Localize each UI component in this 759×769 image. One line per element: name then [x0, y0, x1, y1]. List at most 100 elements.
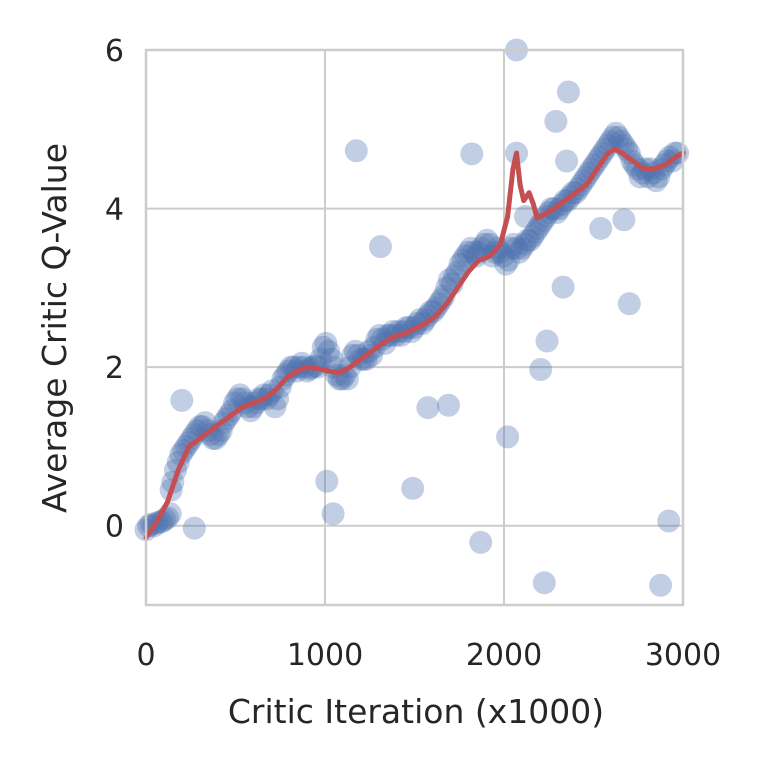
data-point — [507, 240, 531, 264]
data-point — [604, 121, 628, 145]
data-point — [496, 425, 520, 449]
data-point — [150, 510, 174, 534]
data-point — [545, 201, 569, 224]
data-point — [591, 141, 614, 165]
data-point — [513, 232, 537, 256]
data-point — [295, 359, 319, 383]
data-point — [529, 358, 553, 381]
data-point — [459, 236, 483, 260]
data-point — [580, 157, 604, 181]
data-point — [601, 125, 625, 149]
data-point — [572, 169, 596, 193]
plot-frame — [144, 48, 685, 607]
data-point — [488, 240, 512, 264]
data-point — [494, 252, 518, 276]
trend-line — [143, 146, 686, 541]
data-point — [346, 343, 370, 367]
data-point — [344, 139, 368, 163]
data-point — [535, 329, 559, 353]
data-point — [454, 244, 477, 268]
data-point — [502, 232, 526, 256]
data-point — [314, 331, 338, 355]
data-point — [532, 571, 556, 595]
data-point — [424, 296, 448, 320]
data-point — [607, 125, 631, 149]
data-point — [523, 220, 547, 244]
data-point — [311, 335, 335, 359]
data-point — [518, 228, 542, 252]
data-point — [228, 383, 252, 407]
data-point — [309, 347, 332, 371]
data-point — [663, 141, 687, 165]
data-point — [470, 236, 494, 260]
data-point — [416, 304, 440, 328]
data-point — [421, 300, 445, 324]
data-point — [469, 530, 493, 554]
data-point — [526, 216, 550, 240]
data-point — [416, 396, 440, 420]
data-point — [644, 169, 668, 193]
data-point — [177, 431, 201, 454]
data-point — [319, 347, 343, 371]
data-point — [170, 388, 194, 412]
data-point — [574, 165, 598, 189]
data-point — [521, 224, 545, 248]
x-tick-label: 2000 — [466, 638, 542, 673]
data-point — [617, 141, 641, 165]
data-point — [437, 268, 461, 292]
data-point — [556, 80, 580, 104]
data-point — [282, 355, 306, 379]
data-point — [505, 236, 528, 260]
x-axis-label: Critic Iteration (x1000) — [228, 692, 604, 731]
data-point — [180, 427, 204, 450]
data-point — [585, 149, 609, 173]
data-point — [263, 395, 287, 419]
data-point — [514, 205, 537, 228]
data-point — [577, 161, 601, 185]
data-point — [315, 469, 339, 493]
data-point — [472, 232, 496, 256]
data-point — [544, 109, 568, 133]
data-point — [456, 240, 480, 264]
x-axis-ticks: 0 1000 2000 3000 — [136, 638, 721, 673]
data-point — [657, 509, 681, 533]
data-point — [617, 292, 641, 316]
data-point — [276, 359, 300, 383]
data-point — [497, 248, 520, 272]
data-point — [460, 142, 484, 166]
x-tick-label: 3000 — [645, 638, 721, 673]
scatter-points — [134, 38, 690, 597]
data-point — [555, 149, 579, 173]
data-point — [582, 153, 606, 177]
y-tick-label: 4 — [105, 193, 124, 228]
x-tick-label: 1000 — [287, 638, 363, 673]
data-point — [451, 248, 475, 272]
data-point — [317, 339, 341, 363]
data-point — [658, 145, 682, 169]
y-axis-label: Average Critic Q-Value — [35, 143, 74, 513]
data-point — [448, 252, 472, 276]
data-point — [137, 514, 161, 538]
data-point — [182, 516, 206, 540]
data-point — [274, 363, 298, 387]
data-point — [551, 275, 575, 299]
y-tick-label: 6 — [105, 34, 124, 69]
y-tick-label: 0 — [105, 510, 124, 545]
data-point — [475, 228, 499, 252]
data-point — [515, 228, 539, 252]
data-point — [649, 573, 673, 597]
data-point — [588, 145, 612, 169]
data-point — [589, 216, 613, 240]
data-point — [593, 137, 617, 161]
data-point — [510, 236, 534, 260]
data-point — [499, 236, 523, 260]
data-point — [464, 244, 488, 268]
data-point — [369, 235, 392, 259]
data-point — [321, 502, 345, 526]
data-point — [437, 393, 460, 417]
y-axis-ticks: 0 2 4 6 — [105, 34, 124, 545]
x-tick-label: 0 — [136, 638, 155, 673]
data-point — [401, 476, 425, 500]
data-point — [612, 208, 636, 232]
